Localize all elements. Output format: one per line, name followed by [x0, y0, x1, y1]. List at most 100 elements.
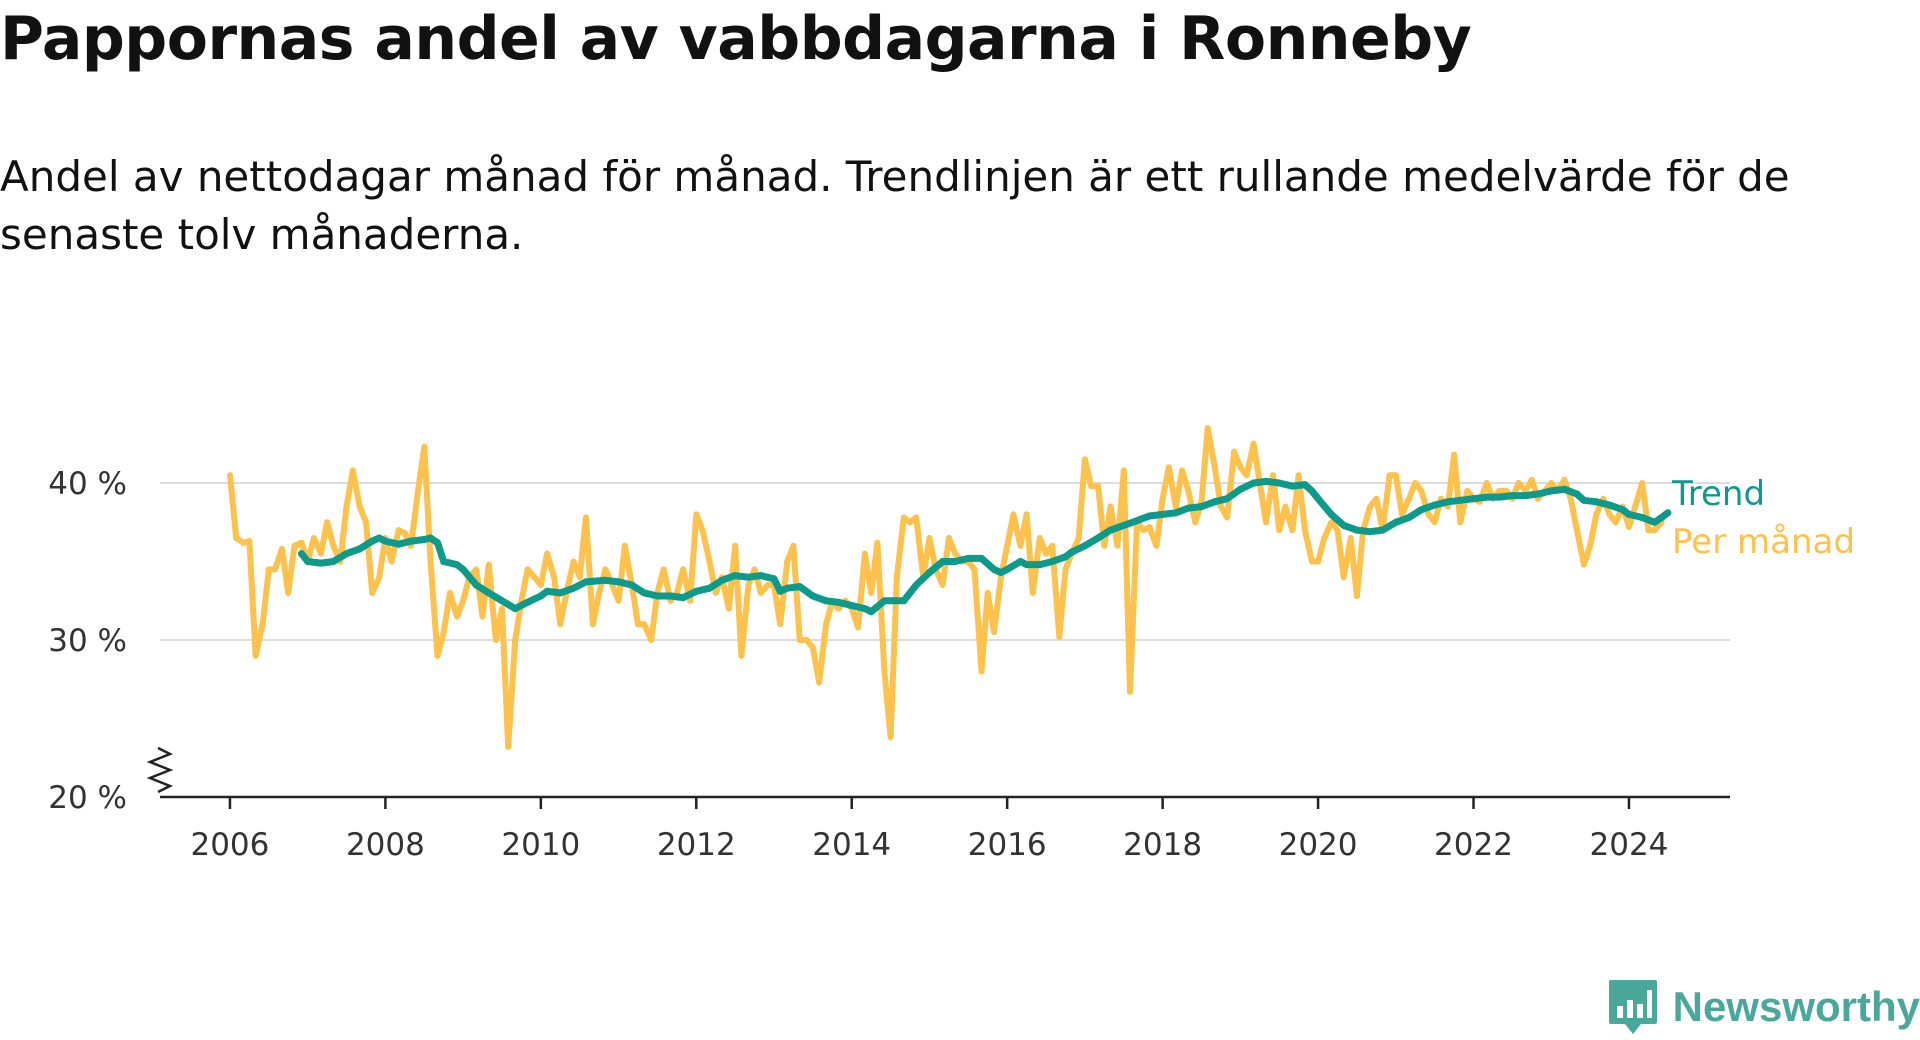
- axis-break-icon: [146, 746, 174, 794]
- series-0-point-4: [252, 652, 259, 659]
- series-1-point-20: [511, 605, 519, 613]
- series-1-point-39: [757, 572, 765, 580]
- series-0-point-61: [621, 542, 628, 549]
- series-0-point-170: [1328, 519, 1335, 526]
- series-1-point-115: [1658, 514, 1666, 521]
- series-0-point-71: [687, 597, 694, 604]
- series-0-point-16: [330, 542, 337, 549]
- series-0-point-74: [706, 558, 713, 565]
- brand: Newsworthy: [1607, 978, 1920, 1036]
- series-1-point-19: [498, 597, 506, 605]
- series-0-point-5: [259, 621, 266, 628]
- series-0-point-177: [1373, 495, 1380, 502]
- series-0-point-117: [984, 589, 991, 596]
- series-0-point-167: [1308, 558, 1315, 565]
- series-0-point-2: [240, 539, 247, 546]
- series-0-point-94: [835, 605, 842, 612]
- series-1-point-48: [861, 605, 869, 613]
- series-1-point-0: [298, 550, 305, 558]
- x-tick-label-2: 2010: [501, 827, 580, 863]
- x-tick-label-9: 2024: [1590, 827, 1669, 863]
- series-1-point-7: [375, 534, 383, 542]
- series-1-point-25: [570, 584, 577, 592]
- series-0-point-133: [1088, 483, 1095, 490]
- series-0-point-30: [421, 443, 428, 450]
- series-0-point-173: [1347, 535, 1354, 541]
- series-0-point-43: [505, 743, 512, 750]
- series-0-point-19: [349, 467, 356, 474]
- series-0-point-218: [1639, 480, 1646, 486]
- series-0-point-103: [893, 574, 900, 581]
- series-1-point-114: [1651, 518, 1659, 526]
- series-0-point-10: [291, 542, 298, 549]
- series-0-point-11: [298, 539, 305, 546]
- series-1-point-70: [1107, 526, 1114, 534]
- series-0-point-126: [1043, 550, 1049, 557]
- legend: Trend Per månad: [1671, 474, 1855, 562]
- series-0-point-39: [479, 613, 486, 620]
- series-0-point-99: [868, 589, 875, 596]
- series-1-point-110: [1606, 501, 1613, 509]
- series-0-point-156: [1237, 464, 1244, 471]
- legend-label-trend: Trend: [1671, 474, 1765, 514]
- series-1-point-103: [1522, 492, 1530, 500]
- series-1-point-57: [964, 554, 972, 562]
- series-0-point-48: [537, 582, 544, 588]
- series-1-point-15: [453, 561, 461, 569]
- series-0-point-7: [272, 566, 278, 573]
- x-tick-label-0: 2006: [190, 827, 269, 863]
- series-1-point-38: [744, 573, 752, 581]
- series-0-point-151: [1204, 425, 1211, 432]
- axes: 20 % 30 % 40 % 2006 2008 2010 2012 2014 2016 2018…: [48, 466, 1730, 863]
- series-0-point-63: [635, 621, 641, 628]
- series-0-point-172: [1340, 574, 1347, 581]
- series-0-point-22: [369, 589, 376, 596]
- series-1-point-104: [1534, 490, 1542, 498]
- series-1-point-30: [640, 589, 648, 597]
- series-0-point-112: [952, 550, 959, 557]
- series-1-point-71: [1120, 521, 1128, 529]
- series-1-point-36: [718, 576, 726, 584]
- series-1-point-29: [628, 581, 636, 589]
- series-0-point-139: [1127, 688, 1133, 695]
- series-1-point-47: [848, 602, 856, 609]
- series-lines: [227, 425, 1672, 750]
- series-1-point-24: [556, 589, 564, 597]
- series-1-point-94: [1405, 514, 1413, 521]
- series-0-point-64: [641, 621, 648, 628]
- series-1-point-84: [1288, 482, 1296, 490]
- series-0-point-211: [1593, 511, 1600, 518]
- series-1-point-13: [434, 539, 441, 547]
- series-1-point-63: [1023, 561, 1031, 569]
- series-0-point-127: [1049, 542, 1056, 549]
- series-0-point-89: [803, 637, 810, 643]
- series-1-point-5: [356, 545, 364, 553]
- series-0-point-146: [1172, 503, 1179, 510]
- series-1-point-69: [1094, 534, 1102, 542]
- series-0-point-219: [1645, 527, 1652, 534]
- series-0-point-169: [1321, 535, 1328, 541]
- series-0-point-90: [809, 644, 816, 651]
- x-tick-label-8: 2022: [1434, 827, 1513, 863]
- series-1-point-81: [1250, 479, 1258, 487]
- series-0-point-136: [1107, 503, 1114, 510]
- series-0-point-38: [473, 566, 480, 573]
- y-tick-label-2: 40 %: [48, 466, 127, 502]
- series-1-point-14: [440, 558, 448, 565]
- series-0-point-129: [1062, 566, 1069, 573]
- series-1-point-44: [809, 592, 817, 600]
- series-0-point-33: [440, 629, 447, 636]
- series-1-point-91: [1366, 528, 1374, 536]
- series-1-point-60: [997, 569, 1005, 576]
- series-0-point-23: [376, 574, 383, 581]
- x-tick-label-5: 2016: [968, 827, 1047, 863]
- series-1-point-92: [1379, 526, 1387, 534]
- series-1-point-105: [1547, 487, 1555, 495]
- series-0-point-171: [1334, 527, 1341, 534]
- series-1-point-58: [978, 554, 985, 562]
- series-1-point-74: [1159, 510, 1167, 518]
- series-0-point-6: [265, 566, 272, 573]
- brand-name: Newsworthy: [1672, 983, 1920, 1030]
- series-0-point-137: [1114, 542, 1121, 549]
- series-0-point-158: [1250, 440, 1257, 447]
